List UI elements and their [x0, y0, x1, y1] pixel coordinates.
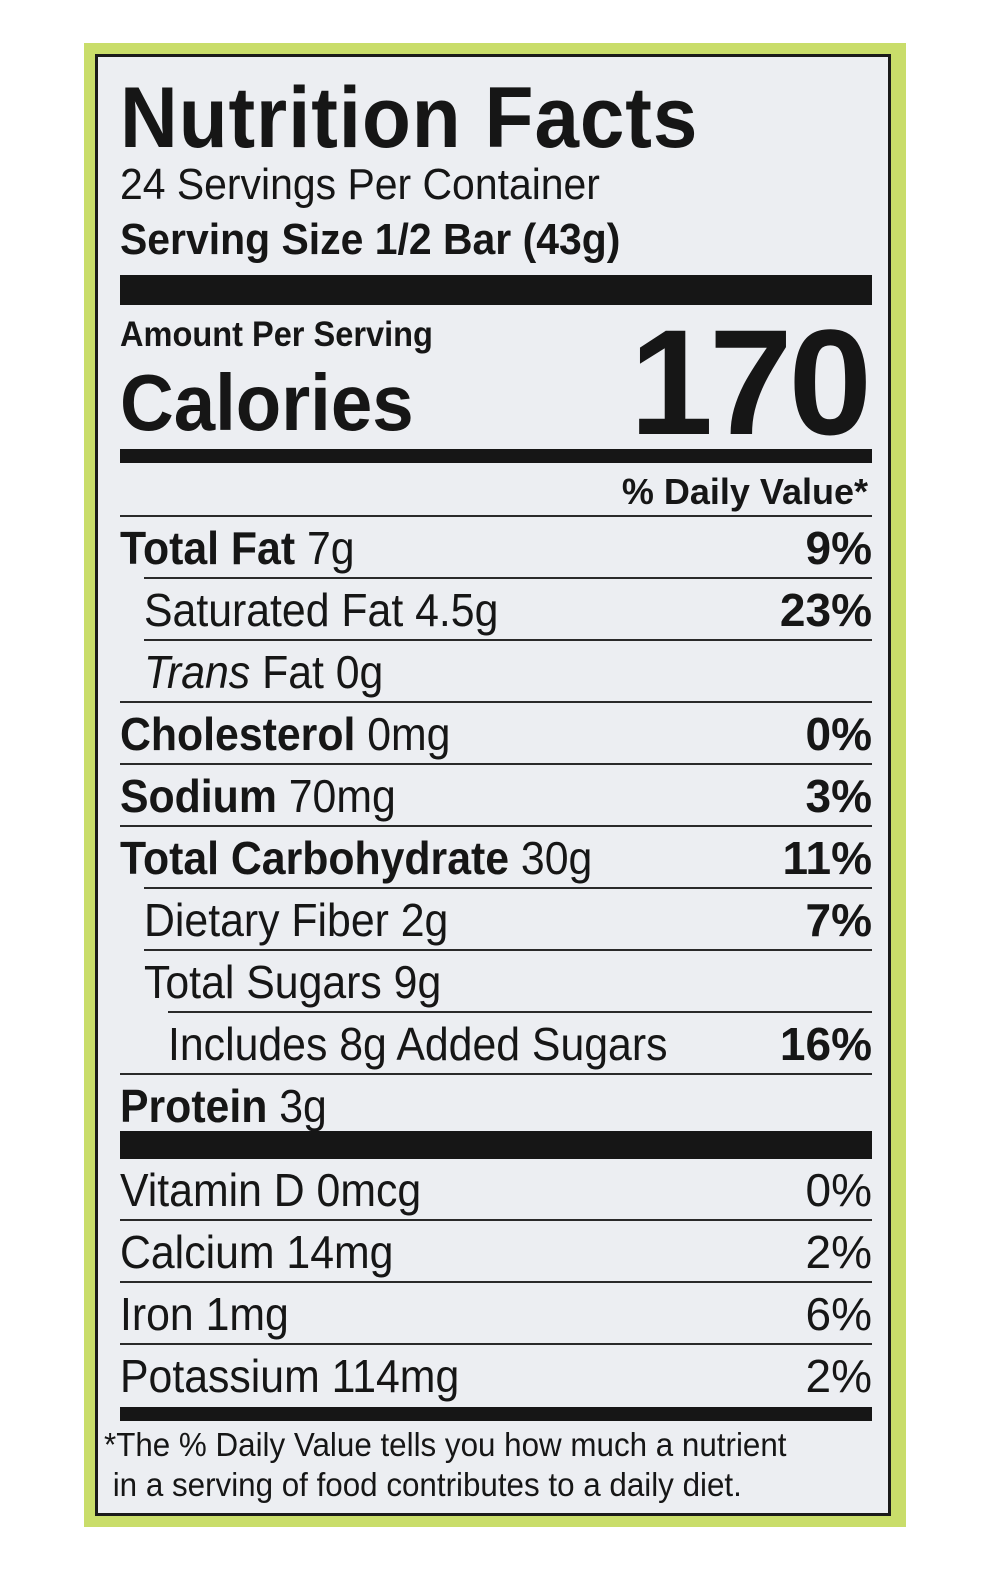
row-potassium: Potassium 114mg 2%	[120, 1350, 872, 1402]
row-divider	[120, 1219, 872, 1221]
row-vitamin-d: Vitamin D 0mcg 0%	[120, 1164, 872, 1216]
row-divider	[120, 515, 872, 517]
row-dietary-fiber: Dietary Fiber 2g 7%	[144, 894, 872, 946]
row-divider	[120, 1343, 872, 1345]
row-added-sugars: Includes 8g Added Sugars 16%	[168, 1018, 872, 1070]
row-saturated-fat: Saturated Fat 4.5g 23%	[144, 584, 872, 636]
dv-total-carbohydrate: 11%	[782, 832, 872, 884]
dv-potassium: 2%	[805, 1350, 872, 1402]
row-trans-fat: Trans Fat 0g	[144, 646, 384, 698]
thick-divider	[120, 1131, 872, 1159]
row-total-sugars: Total Sugars 9g	[144, 956, 442, 1008]
row-divider	[120, 701, 872, 703]
row-divider	[120, 825, 872, 827]
medium-divider	[120, 1407, 872, 1421]
dv-vitamin-d: 0%	[805, 1164, 872, 1216]
row-divider	[144, 577, 872, 579]
row-divider	[144, 639, 872, 641]
medium-divider	[120, 449, 872, 463]
amount-per-serving: Amount Per Serving	[120, 315, 433, 354]
row-cholesterol: Cholesterol 0mg 0%	[120, 708, 872, 760]
row-protein: Protein 3g	[120, 1080, 327, 1132]
calories-value: 170	[629, 298, 872, 466]
row-divider	[144, 949, 872, 951]
dv-calcium: 2%	[805, 1226, 872, 1278]
dv-saturated-fat: 23%	[779, 584, 872, 636]
thick-divider	[120, 275, 872, 305]
row-total-fat: Total Fat 7g 9%	[120, 522, 872, 574]
dv-iron: 6%	[805, 1288, 872, 1340]
label-title: Nutrition Facts	[120, 70, 699, 166]
nutrition-label: Nutrition Facts 24 Servings Per Containe…	[95, 54, 891, 1516]
daily-value-header: % Daily Value*	[621, 471, 868, 512]
row-sodium: Sodium 70mg 3%	[120, 770, 872, 822]
daily-value-footnote: *The % Daily Value tells you how much a …	[104, 1426, 787, 1503]
dv-dietary-fiber: 7%	[805, 894, 872, 946]
servings-per-container: 24 Servings Per Container	[120, 160, 600, 209]
dv-added-sugars: 16%	[779, 1018, 872, 1070]
calories-label: Calories	[120, 358, 414, 447]
row-divider	[120, 763, 872, 765]
row-calcium: Calcium 14mg 2%	[120, 1226, 872, 1278]
dv-cholesterol: 0%	[805, 708, 872, 760]
dv-sodium: 3%	[805, 770, 872, 822]
row-iron: Iron 1mg 6%	[120, 1288, 872, 1340]
dv-total-fat: 9%	[805, 522, 872, 574]
row-divider	[120, 1281, 872, 1283]
row-total-carbohydrate: Total Carbohydrate 30g 11%	[120, 832, 872, 884]
row-divider	[120, 1073, 872, 1075]
serving-size: Serving Size 1/2 Bar (43g)	[120, 215, 621, 264]
row-divider	[144, 887, 872, 889]
row-divider	[168, 1011, 872, 1013]
